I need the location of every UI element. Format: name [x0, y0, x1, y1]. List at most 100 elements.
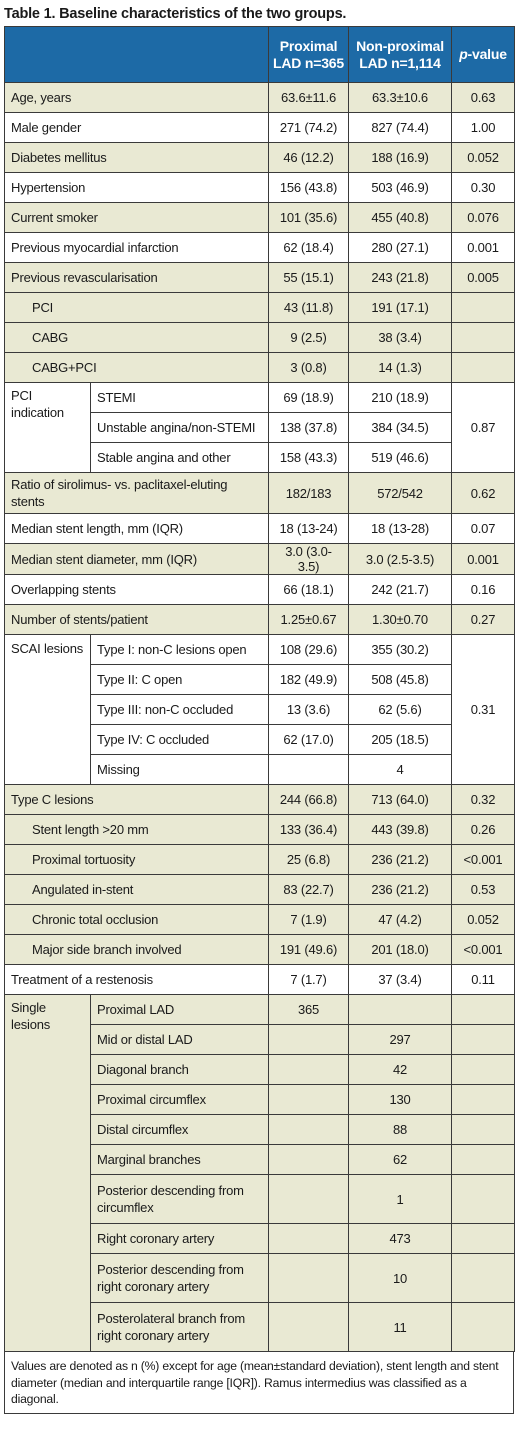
- row-label: Type III: non-C occluded: [90, 694, 269, 725]
- cell-proximal: 244 (66.8): [268, 784, 349, 815]
- row-label: Stable angina and other: [90, 442, 269, 473]
- cell-pvalue: [451, 1024, 515, 1055]
- cell-non-proximal: 355 (30.2): [348, 634, 452, 665]
- cell-proximal: 25 (6.8): [268, 844, 349, 875]
- cell-pvalue: 0.31: [451, 634, 515, 785]
- row-label: Diagonal branch: [90, 1054, 269, 1085]
- cell-non-proximal: 88: [348, 1114, 452, 1145]
- cell-non-proximal: 827 (74.4): [348, 112, 452, 143]
- cell-pvalue: 0.001: [451, 232, 515, 263]
- cell-non-proximal: 242 (21.7): [348, 574, 452, 605]
- cell-proximal: 46 (12.2): [268, 142, 349, 173]
- row-label: Type IV: C occluded: [90, 724, 269, 755]
- row-label: Missing: [90, 754, 269, 785]
- table-caption: Table 1. Baseline characteristics of the…: [4, 6, 347, 22]
- row-label: Posterior descending from right coronary …: [90, 1253, 269, 1303]
- row-label: Distal circumflex: [90, 1114, 269, 1145]
- cell-non-proximal: 243 (21.8): [348, 262, 452, 293]
- cell-pvalue: [451, 1114, 515, 1145]
- group-label-scai: SCAI lesions: [4, 634, 91, 785]
- table-row: SCAI lesions Type I: non-C lesions open …: [4, 634, 515, 785]
- row-label: Hypertension: [4, 172, 269, 203]
- cell-non-proximal: 1: [348, 1174, 452, 1224]
- row-label: Median stent diameter, mm (IQR): [4, 543, 269, 575]
- cell-non-proximal: 3.0 (2.5-3.5): [348, 543, 452, 575]
- row-label: CABG+PCI: [4, 352, 269, 383]
- row-label: Number of stents/patient: [4, 604, 269, 635]
- cell-pvalue: 0.32: [451, 784, 515, 815]
- table-footnote: Values are denoted as n (%) except for a…: [4, 1352, 514, 1414]
- table-row: Overlapping stents 66 (18.1) 242 (21.7) …: [4, 574, 515, 605]
- cell-proximal: 182 (49.9): [268, 664, 349, 695]
- row-label: PCI: [4, 292, 269, 323]
- cell-proximal: 7 (1.9): [268, 904, 349, 935]
- cell-non-proximal: 384 (34.5): [348, 412, 452, 443]
- table-row: Single lesions Proximal LAD 365: [4, 994, 515, 1352]
- cell-proximal: [268, 1174, 349, 1224]
- table-row: Type C lesions 244 (66.8) 713 (64.0) 0.3…: [4, 784, 515, 815]
- cell-non-proximal: 62 (5.6): [348, 694, 452, 725]
- row-label: Diabetes mellitus: [4, 142, 269, 173]
- cell-non-proximal: 11: [348, 1302, 452, 1352]
- cell-non-proximal: 503 (46.9): [348, 172, 452, 203]
- row-label: Previous myocardial infarction: [4, 232, 269, 263]
- cell-pvalue: 0.27: [451, 604, 515, 635]
- row-label: CABG: [4, 322, 269, 353]
- cell-pvalue: [451, 1144, 515, 1175]
- cell-pvalue: 0.076: [451, 202, 515, 233]
- table-row: Male gender 271 (74.2) 827 (74.4) 1.00: [4, 112, 515, 143]
- header-non-proximal: Non-proximal LAD n=1,114: [348, 26, 452, 83]
- cell-pvalue: 0.07: [451, 513, 515, 544]
- cell-proximal: 182/183: [268, 472, 349, 514]
- cell-non-proximal: 455 (40.8): [348, 202, 452, 233]
- table-row: Chronic total occlusion 7 (1.9) 47 (4.2)…: [4, 904, 515, 935]
- row-label: Male gender: [4, 112, 269, 143]
- cell-proximal: [268, 1024, 349, 1055]
- cell-proximal: 62 (17.0): [268, 724, 349, 755]
- cell-proximal: 13 (3.6): [268, 694, 349, 725]
- cell-non-proximal: 38 (3.4): [348, 322, 452, 353]
- row-label: Proximal LAD: [90, 994, 269, 1025]
- cell-non-proximal: 473: [348, 1223, 452, 1254]
- cell-proximal: [268, 1054, 349, 1085]
- cell-pvalue: 1.00: [451, 112, 515, 143]
- cell-non-proximal: 297: [348, 1024, 452, 1055]
- cell-non-proximal: 572/542: [348, 472, 452, 514]
- table-row: PCI indication STEMI 69 (18.9) 210 (18.9)…: [4, 382, 515, 473]
- cell-pvalue: 0.16: [451, 574, 515, 605]
- cell-pvalue: [451, 994, 515, 1025]
- group-label-pci-indication: PCI indication: [4, 382, 91, 473]
- header-blank: [4, 26, 269, 83]
- group-label-single-lesions: Single lesions: [4, 994, 91, 1352]
- cell-proximal: 1.25±0.67: [268, 604, 349, 635]
- row-label: Treatment of a restenosis: [4, 964, 269, 995]
- cell-non-proximal: 130: [348, 1084, 452, 1115]
- row-label: Right coronary artery: [90, 1223, 269, 1254]
- cell-proximal: 7 (1.7): [268, 964, 349, 995]
- cell-proximal: 156 (43.8): [268, 172, 349, 203]
- cell-proximal: [268, 1084, 349, 1115]
- table-row: Angulated in-stent 83 (22.7) 236 (21.2) …: [4, 874, 515, 905]
- cell-non-proximal: 42: [348, 1054, 452, 1085]
- cell-non-proximal: 14 (1.3): [348, 352, 452, 383]
- cell-non-proximal: 443 (39.8): [348, 814, 452, 845]
- row-label: Stent length >20 mm: [4, 814, 269, 845]
- cell-non-proximal: 191 (17.1): [348, 292, 452, 323]
- row-label: Median stent length, mm (IQR): [4, 513, 269, 544]
- cell-non-proximal: 236 (21.2): [348, 874, 452, 905]
- row-label: Proximal tortuosity: [4, 844, 269, 875]
- cell-proximal: [268, 754, 349, 785]
- cell-proximal: [268, 1144, 349, 1175]
- cell-pvalue: 0.005: [451, 262, 515, 293]
- cell-pvalue: 0.30: [451, 172, 515, 203]
- row-label: Previous revascularisation: [4, 262, 269, 293]
- cell-proximal: 83 (22.7): [268, 874, 349, 905]
- cell-non-proximal: 18 (13-28): [348, 513, 452, 544]
- cell-proximal: 18 (13-24): [268, 513, 349, 544]
- baseline-table: Proximal LAD n=365 Non-proximal LAD n=1,11…: [4, 26, 515, 1352]
- cell-proximal: 3 (0.8): [268, 352, 349, 383]
- row-label: Age, years: [4, 82, 269, 113]
- table-row: Current smoker 101 (35.6) 455 (40.8) 0.0…: [4, 202, 515, 233]
- table-row: Previous revascularisation 55 (15.1) 243…: [4, 262, 515, 293]
- table-row: Ratio of sirolimus- vs. paclitaxel-eluti…: [4, 472, 515, 514]
